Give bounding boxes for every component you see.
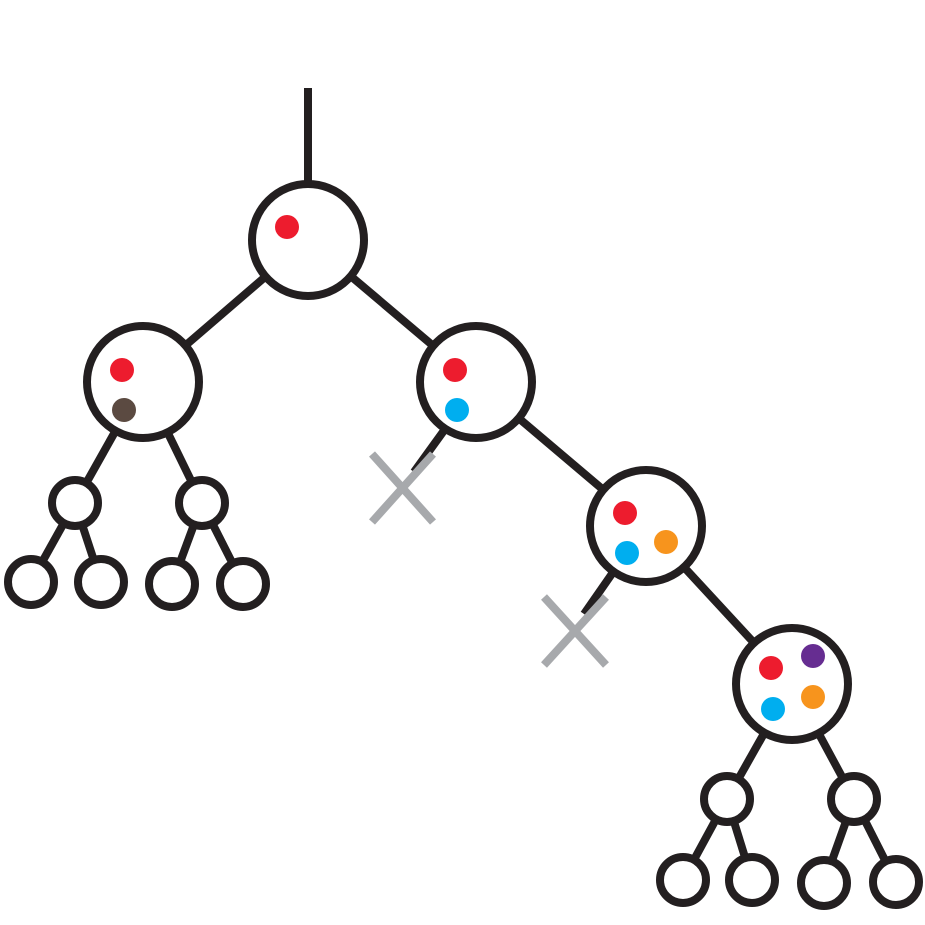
tree-edges (27, 88, 900, 885)
red-dot (613, 501, 637, 525)
root-node (248, 180, 368, 300)
pruned-branch-marks (369, 451, 609, 668)
purple-dot (801, 644, 825, 668)
tree-nodes (4, 180, 923, 910)
level4-node (732, 624, 852, 744)
cut-mark-icon (369, 451, 436, 525)
red-dot (110, 358, 134, 382)
pruned-stub-2 (580, 565, 620, 617)
node-dots (110, 215, 825, 721)
leaf-node (797, 856, 851, 910)
red-dot (443, 358, 467, 382)
orange-dot (654, 530, 678, 554)
leaf-node (74, 555, 128, 609)
leaf-node (656, 853, 710, 907)
left-node (83, 322, 203, 442)
small-node (827, 772, 881, 826)
leaf-node (4, 555, 58, 609)
small-node (175, 476, 229, 530)
blue-dot (445, 398, 469, 422)
small-node (700, 772, 754, 826)
leaf-node (145, 557, 199, 611)
leaf-node (725, 853, 779, 907)
brown-dot (112, 398, 136, 422)
small-node (48, 476, 102, 530)
right-node (416, 322, 536, 442)
leaf-node (216, 557, 270, 611)
red-dot (759, 656, 783, 680)
cut-mark-icon (541, 594, 609, 668)
level3-node (586, 466, 706, 586)
orange-dot (801, 685, 825, 709)
red-dot (275, 215, 299, 239)
leaf-node (869, 855, 923, 909)
blue-dot (615, 541, 639, 565)
blue-dot (761, 697, 785, 721)
